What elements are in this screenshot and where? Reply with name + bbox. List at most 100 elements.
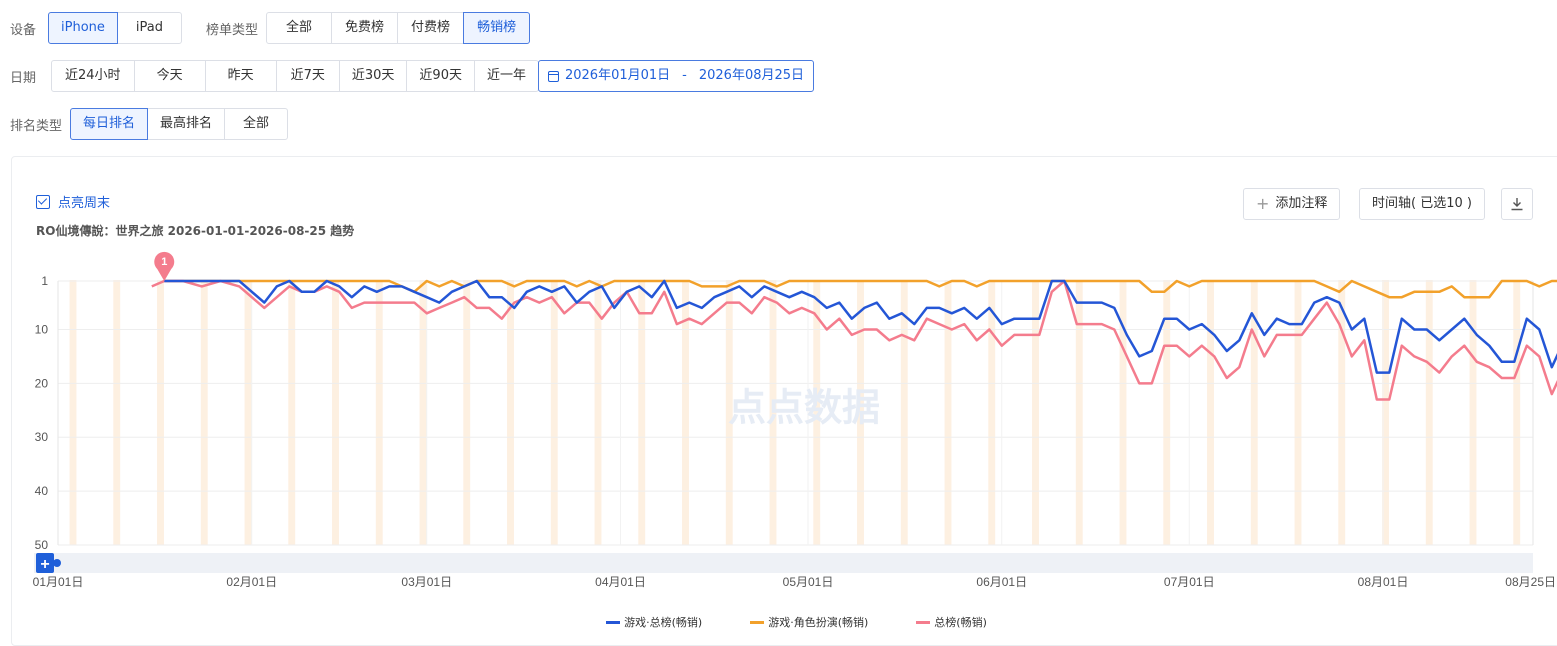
rank-type-highest[interactable]: 最高排名 [147,108,226,140]
weekend-band [157,280,164,545]
weekend-band [944,280,952,545]
event-marker-pin[interactable] [154,251,175,281]
date-option-today[interactable]: 今天 [133,60,206,92]
calendar-icon [547,70,559,82]
device-option-iphone[interactable]: iPhone [48,12,118,44]
series-line-2[interactable] [151,279,1557,497]
legend-label-1: 游戏·角色扮演(畅销) [768,616,869,629]
weekend-band [725,280,733,545]
date-range-start: 2026年01月01日 [564,68,671,83]
x-tick-label: 07月01日 [1164,575,1215,589]
weekend-band [1338,280,1346,545]
date-label: 日期 [10,70,37,86]
rank-type-segment: 每日排名 最高排名 全部 [70,108,289,140]
rank-trend-chart: 点点数据 1 10 20 30 40 50 01月01日 02月01日 03月01日 04月01… [33,251,1557,589]
weekend-toggle[interactable]: 点亮周末 [36,192,110,211]
date-option-30d[interactable]: 近30天 [338,60,408,92]
x-tick-label: 08月25日 [1505,575,1556,589]
zoom-handle[interactable] [53,559,61,567]
checkbox-checked-icon[interactable] [36,194,50,209]
weekend-band [1163,280,1171,545]
y-axis-ticks: 1 10 20 30 40 50 [35,274,49,552]
weekend-band [857,280,864,545]
download-icon [1511,198,1523,211]
legend-label-2: 总榜(畅销) [934,616,987,629]
zoom-add-button[interactable] [36,553,54,573]
weekend-band [507,280,514,545]
legend-item-1[interactable]: 游戏·角色扮演(畅销) [750,614,868,630]
weekend-band [1119,280,1127,545]
weekend-band [769,280,777,545]
rank-type-label: 排名类型 [10,118,63,134]
date-range-picker[interactable]: 2026年01月01日 - 2026年08月25日 [537,60,815,92]
weekend-band [1207,280,1214,545]
weekend-band [1075,280,1083,545]
weekend-band [1250,280,1258,545]
y-tick-label: 50 [35,538,49,552]
date-segment: 近24小时 今天 昨天 近7天 近30天 近90天 近一年 [51,60,539,92]
weekend-band [550,280,558,545]
timeline-button[interactable]: 时间轴( 已选10 ) [1359,188,1485,220]
y-tick-label: 10 [35,322,49,336]
weekend-band [69,280,77,545]
rank-type-all[interactable]: 全部 [224,108,289,140]
device-filter-row: 设备 iPhone iPad 榜单类型 全部 免费榜 付费榜 畅销榜 [10,12,531,44]
watermark: 点点数据 [728,387,880,429]
date-option-yesterday[interactable]: 昨天 [204,60,277,92]
weekend-band [1425,280,1433,545]
legend-label-0: 游戏·总榜(畅销) [624,616,703,629]
chart-type-all[interactable]: 全部 [266,12,333,44]
chart-legend: 游戏·总榜(畅销) 游戏·角色扮演(畅销) 总榜(畅销) [0,614,1557,630]
add-note-button[interactable]: + 添加注释 [1243,188,1341,220]
weekend-band [332,280,339,545]
date-option-24h[interactable]: 近24小时 [51,60,135,92]
zoom-slider-track[interactable] [34,553,1533,573]
chart-grid [57,280,1534,546]
series-line-0[interactable] [164,279,1557,432]
legend-item-2[interactable]: 总榜(畅销) [916,614,987,630]
x-tick-label: 08月01日 [1358,575,1409,589]
chart-type-grossing[interactable]: 畅销榜 [463,12,531,44]
series-line-1[interactable] [164,279,1557,324]
weekend-band [638,280,646,545]
weekend-band [113,280,121,545]
weekend-band [682,280,689,545]
date-range-separator: - [682,68,687,83]
x-tick-label: 02月01日 [226,575,277,589]
weekend-band [419,280,427,545]
device-option-ipad[interactable]: iPad [116,12,182,44]
chart-type-free[interactable]: 免费榜 [331,12,399,44]
date-option-90d[interactable]: 近90天 [406,60,475,92]
zoom-slider[interactable]: + [34,553,1533,573]
legend-item-0[interactable]: 游戏·总榜(畅销) [606,614,702,630]
event-marker[interactable]: 1 [154,251,175,281]
y-tick-label: 1 [41,274,48,288]
y-tick-label: 30 [35,430,49,444]
download-button[interactable] [1501,188,1533,220]
chart-type-paid[interactable]: 付费榜 [397,12,465,44]
chart-type-label: 榜单类型 [206,22,259,38]
x-tick-label: 06月01日 [976,575,1027,589]
weekend-band [1513,280,1521,545]
x-tick-label: 03月01日 [401,575,452,589]
weekend-toggle-label: 点亮周末 [58,196,111,211]
y-tick-label: 40 [35,484,49,498]
rank-type-filter-row: 排名类型 每日排名 最高排名 全部 [10,108,289,140]
rank-type-daily[interactable]: 每日排名 [70,108,149,140]
weekend-band [988,280,996,545]
y-tick-label: 20 [35,376,49,390]
weekend-bands [69,280,1521,545]
chart-subtitle: RO仙境傳說：世界之旅 2026-01-01-2026-08-25 趋势 [36,224,355,238]
date-option-7d[interactable]: 近7天 [275,60,340,92]
event-marker-label: 1 [161,256,167,268]
date-filter-row: 日期 近24小时 今天 昨天 近7天 近30天 近90天 近一年 2026年01… [10,60,815,92]
date-option-1y[interactable]: 近一年 [473,60,539,92]
weekend-band [1032,280,1039,545]
weekend-band [375,280,383,545]
zoom-plus-icon: + [40,556,49,573]
x-tick-label: 05月01日 [783,575,834,589]
x-axis-ticks: 01月01日 02月01日 03月01日 04月01日 05月01日 06月01日 07月0… [33,575,1556,589]
device-label: 设备 [10,22,37,38]
date-range-end: 2026年08月25日 [698,68,805,83]
weekend-band [244,280,252,545]
